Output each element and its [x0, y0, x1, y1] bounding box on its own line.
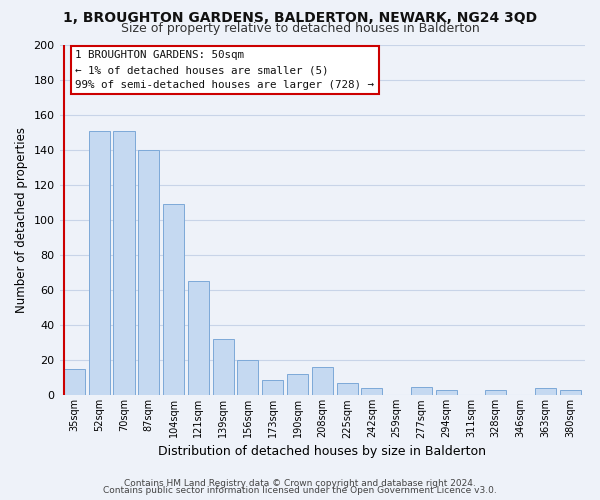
Bar — [262, 380, 283, 396]
Bar — [212, 339, 233, 396]
Text: Size of property relative to detached houses in Balderton: Size of property relative to detached ho… — [121, 22, 479, 35]
Bar — [287, 374, 308, 396]
Text: 1 BROUGHTON GARDENS: 50sqm
← 1% of detached houses are smaller (5)
99% of semi-d: 1 BROUGHTON GARDENS: 50sqm ← 1% of detac… — [76, 50, 374, 90]
Bar — [113, 131, 134, 396]
Y-axis label: Number of detached properties: Number of detached properties — [15, 127, 28, 313]
Bar — [64, 369, 85, 396]
Text: Contains HM Land Registry data © Crown copyright and database right 2024.: Contains HM Land Registry data © Crown c… — [124, 478, 476, 488]
Bar — [188, 282, 209, 396]
X-axis label: Distribution of detached houses by size in Balderton: Distribution of detached houses by size … — [158, 444, 486, 458]
Bar — [411, 386, 432, 396]
Bar — [535, 388, 556, 396]
Bar — [436, 390, 457, 396]
Bar — [560, 390, 581, 396]
Text: 1, BROUGHTON GARDENS, BALDERTON, NEWARK, NG24 3QD: 1, BROUGHTON GARDENS, BALDERTON, NEWARK,… — [63, 11, 537, 25]
Bar — [163, 204, 184, 396]
Bar — [312, 368, 333, 396]
Bar — [89, 131, 110, 396]
Text: Contains public sector information licensed under the Open Government Licence v3: Contains public sector information licen… — [103, 486, 497, 495]
Bar — [337, 383, 358, 396]
Bar — [361, 388, 382, 396]
Bar — [238, 360, 259, 396]
Bar — [485, 390, 506, 396]
Bar — [138, 150, 160, 396]
